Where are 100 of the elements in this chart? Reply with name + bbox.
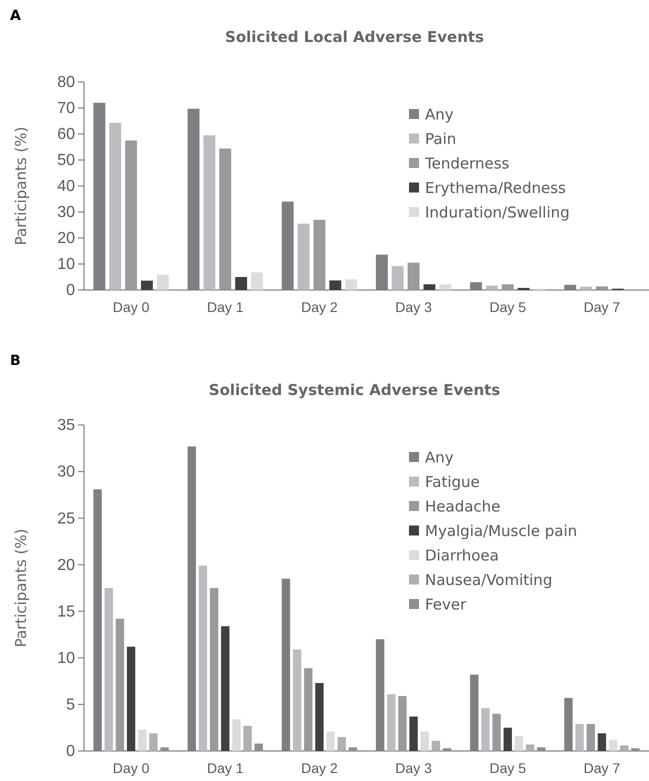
x-tick-label: Day 1 bbox=[206, 760, 244, 776]
bar bbox=[442, 748, 452, 751]
x-tick-label: Day 2 bbox=[301, 298, 338, 315]
bar bbox=[254, 744, 263, 751]
y-tick-label: 10 bbox=[57, 650, 76, 667]
bar bbox=[423, 284, 436, 290]
y-tick-label: 10 bbox=[57, 256, 76, 274]
y-tick-label: 80 bbox=[57, 74, 76, 92]
bar bbox=[109, 122, 122, 290]
bar bbox=[210, 588, 218, 751]
y-tick-label: 70 bbox=[57, 100, 76, 118]
bar bbox=[203, 135, 216, 290]
bar bbox=[398, 696, 407, 751]
y-tick-label: 30 bbox=[57, 204, 76, 222]
x-tick-label: Day 1 bbox=[206, 298, 244, 315]
y-tick-label: 40 bbox=[57, 178, 76, 196]
y-axis-title: Participants (%) bbox=[12, 126, 30, 246]
bar bbox=[125, 140, 138, 290]
bar bbox=[315, 683, 324, 751]
bar bbox=[526, 744, 534, 751]
bar bbox=[608, 740, 618, 751]
bar bbox=[149, 733, 158, 751]
x-tick-label: Day 2 bbox=[301, 760, 338, 776]
bar bbox=[420, 731, 429, 751]
x-tick-label: Day 5 bbox=[489, 760, 526, 776]
y-tick-label: 25 bbox=[57, 510, 76, 528]
legend-label: Erythema/Redness bbox=[425, 178, 566, 197]
bar bbox=[345, 279, 358, 290]
chart-title: Solicited Systemic Adverse Events bbox=[208, 381, 500, 399]
x-tick-label: Day 3 bbox=[395, 298, 432, 315]
x-tick-label: Day 0 bbox=[112, 760, 150, 776]
bar bbox=[486, 286, 498, 290]
bar bbox=[439, 284, 452, 290]
legend-label: Tenderness bbox=[424, 154, 510, 172]
bar bbox=[138, 730, 146, 751]
bar bbox=[232, 719, 241, 751]
bar bbox=[432, 740, 440, 751]
bar bbox=[514, 736, 524, 751]
bar bbox=[537, 747, 546, 751]
y-tick-label: 0 bbox=[66, 743, 76, 760]
bar bbox=[116, 618, 124, 751]
bar bbox=[504, 728, 512, 751]
y-tick-label: 60 bbox=[57, 126, 76, 144]
legend-label: Fatigue bbox=[425, 472, 480, 491]
text: A bbox=[10, 8, 21, 24]
x-tick-label: Day 5 bbox=[489, 298, 526, 315]
bar bbox=[348, 747, 358, 751]
legend-label: Diarrhoea bbox=[425, 546, 499, 564]
bar bbox=[251, 272, 263, 290]
bar bbox=[580, 286, 592, 290]
bar bbox=[313, 220, 326, 290]
bar bbox=[598, 733, 606, 751]
x-tick-label: Day 7 bbox=[584, 298, 620, 315]
bar bbox=[408, 262, 420, 290]
legend-label: Induration/Swelling bbox=[425, 203, 570, 222]
bar bbox=[631, 748, 640, 751]
bar bbox=[304, 668, 312, 751]
bar bbox=[492, 714, 501, 751]
legend-label: Headache bbox=[425, 497, 500, 516]
bar bbox=[326, 731, 335, 751]
bar bbox=[502, 284, 514, 290]
y-tick-label: 15 bbox=[57, 603, 76, 620]
bar bbox=[292, 649, 302, 751]
y-tick-label: 30 bbox=[57, 464, 76, 481]
bar bbox=[329, 280, 342, 290]
bar bbox=[140, 280, 153, 290]
legend-label: Any bbox=[425, 105, 454, 124]
bar bbox=[586, 724, 595, 751]
bar bbox=[104, 588, 113, 751]
bar bbox=[387, 694, 396, 751]
legend-label: Nausea/Vomiting bbox=[425, 570, 552, 589]
legend-label: Any bbox=[425, 448, 454, 466]
legend-label: Pain bbox=[425, 130, 456, 148]
bar bbox=[481, 708, 490, 751]
bar bbox=[392, 266, 404, 290]
x-tick-label: Day 7 bbox=[584, 760, 620, 776]
y-tick-label: 35 bbox=[57, 417, 76, 434]
x-tick-label: Day 3 bbox=[395, 760, 432, 776]
y-tick-label: 0 bbox=[66, 282, 76, 300]
bar bbox=[219, 148, 232, 290]
bar bbox=[596, 286, 608, 290]
bar bbox=[298, 224, 310, 290]
bar bbox=[126, 646, 136, 751]
chart-title: Solicited Local Adverse Events bbox=[225, 28, 484, 46]
bar bbox=[409, 716, 418, 751]
y-axis-title: Participants (%) bbox=[12, 528, 30, 648]
text: B bbox=[10, 353, 21, 369]
bar bbox=[221, 626, 230, 751]
bar bbox=[235, 277, 248, 290]
bar bbox=[198, 566, 208, 751]
bar bbox=[620, 745, 628, 751]
bar bbox=[575, 724, 584, 751]
legend-label: Myalgia/Muscle pain bbox=[425, 522, 578, 540]
bar bbox=[160, 747, 169, 751]
legend-label: Fever bbox=[425, 595, 468, 614]
bar bbox=[338, 737, 346, 751]
y-tick-label: 5 bbox=[66, 696, 76, 714]
y-tick-label: 20 bbox=[57, 556, 76, 574]
y-tick-label: 50 bbox=[57, 152, 76, 170]
y-tick-label: 20 bbox=[57, 230, 76, 248]
